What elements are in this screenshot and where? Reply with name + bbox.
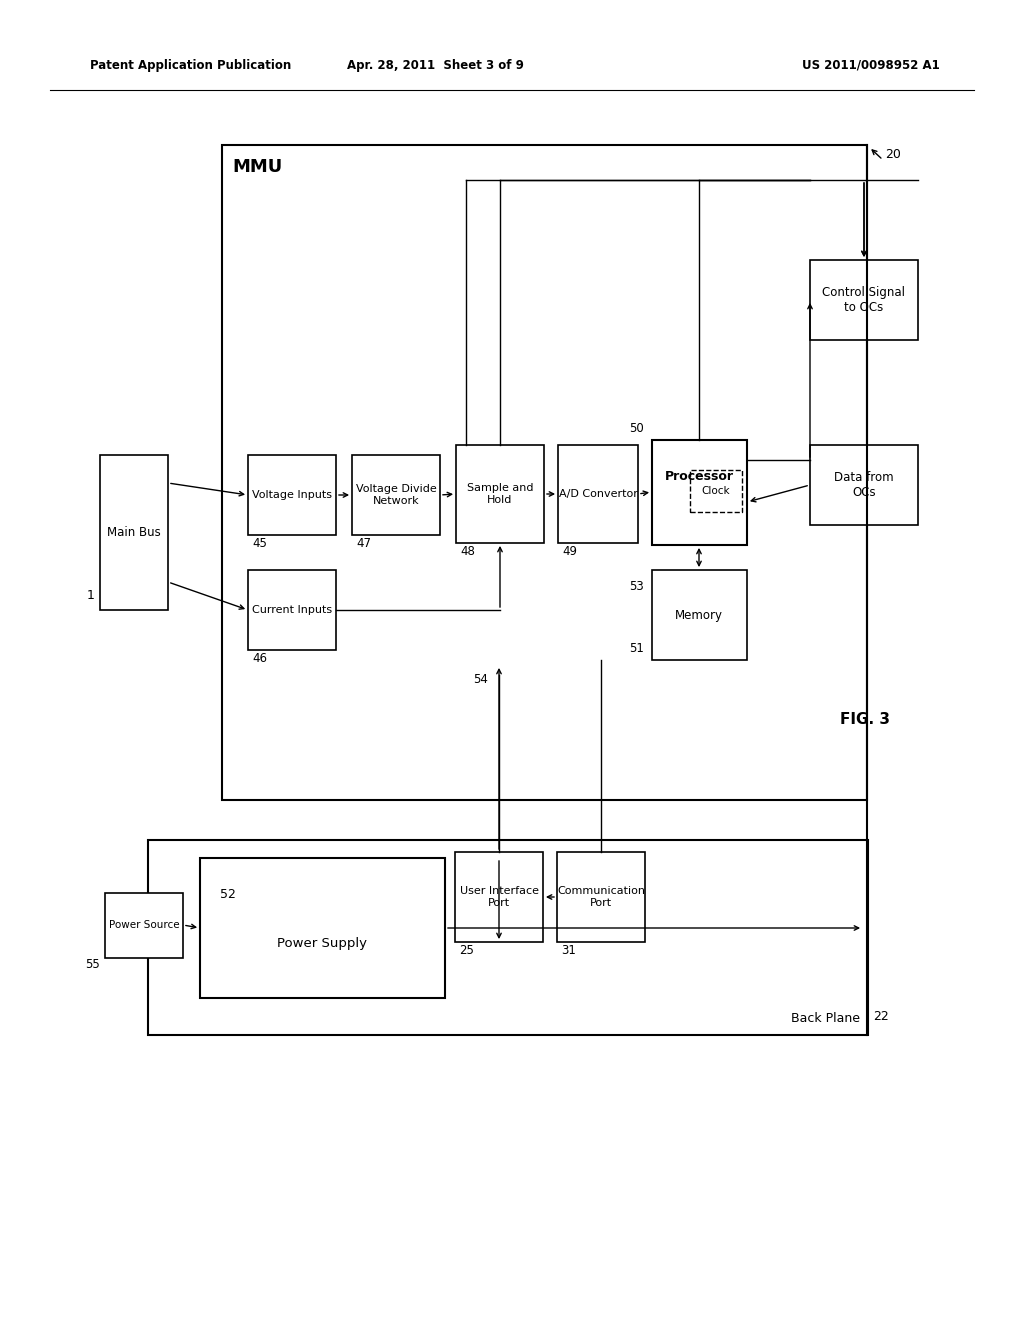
Text: Sample and
Hold: Sample and Hold [467, 483, 534, 504]
Text: Back Plane: Back Plane [791, 1012, 860, 1026]
Text: Power Supply: Power Supply [278, 936, 367, 949]
Text: Clock: Clock [701, 486, 730, 496]
Text: 1: 1 [87, 589, 95, 602]
Text: 31: 31 [561, 944, 575, 957]
Text: 45: 45 [252, 537, 267, 550]
Text: 22: 22 [873, 1010, 889, 1023]
Text: Control Signal
to OCs: Control Signal to OCs [822, 286, 905, 314]
Text: 48: 48 [460, 545, 475, 558]
Bar [810, 260, 918, 341]
Text: 54: 54 [473, 673, 488, 686]
Text: Current Inputs: Current Inputs [252, 605, 332, 615]
Bar [248, 455, 336, 535]
Text: 46: 46 [252, 652, 267, 665]
Bar [200, 858, 445, 998]
Bar [148, 840, 868, 1035]
Text: 53: 53 [630, 579, 644, 593]
Text: Apr. 28, 2011  Sheet 3 of 9: Apr. 28, 2011 Sheet 3 of 9 [346, 58, 523, 71]
Text: FIG. 3: FIG. 3 [840, 713, 890, 727]
Bar [690, 470, 742, 512]
Text: 51: 51 [629, 642, 644, 655]
Text: Power Source: Power Source [109, 920, 179, 931]
Bar [248, 570, 336, 649]
Text: 49: 49 [562, 545, 577, 558]
Bar [558, 445, 638, 543]
Text: 55: 55 [85, 958, 100, 972]
Text: 20: 20 [885, 149, 901, 161]
Text: Memory: Memory [675, 609, 723, 622]
Text: Processor: Processor [665, 470, 733, 483]
Text: Voltage Divide
Network: Voltage Divide Network [355, 484, 436, 506]
Text: Main Bus: Main Bus [108, 525, 161, 539]
Text: 50: 50 [630, 422, 644, 436]
Bar [105, 894, 183, 958]
Text: User Interface
Port: User Interface Port [460, 886, 539, 908]
Text: 47: 47 [356, 537, 371, 550]
Text: 52: 52 [220, 888, 236, 902]
Text: Patent Application Publication: Patent Application Publication [90, 58, 291, 71]
Bar [100, 455, 168, 610]
Bar [557, 851, 645, 942]
Text: Communication
Port: Communication Port [557, 886, 645, 908]
Text: Data from
OCs: Data from OCs [835, 471, 894, 499]
Text: A/D Convertor: A/D Convertor [558, 488, 637, 499]
Text: US 2011/0098952 A1: US 2011/0098952 A1 [802, 58, 940, 71]
Bar [352, 455, 440, 535]
Bar [652, 440, 746, 545]
Bar [652, 570, 746, 660]
Text: MMU: MMU [232, 158, 283, 176]
Text: 25: 25 [459, 944, 474, 957]
Bar [810, 445, 918, 525]
Text: Voltage Inputs: Voltage Inputs [252, 490, 332, 500]
Bar [222, 145, 867, 800]
Bar [456, 445, 544, 543]
Bar [455, 851, 543, 942]
